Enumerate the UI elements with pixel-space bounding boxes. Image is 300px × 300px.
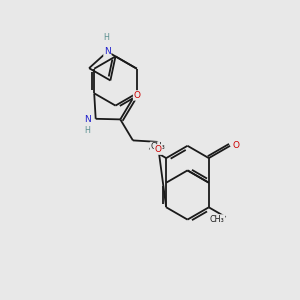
- Text: N: N: [84, 115, 91, 124]
- Text: N: N: [104, 47, 111, 56]
- Text: H: H: [84, 126, 90, 135]
- Text: O: O: [134, 91, 141, 100]
- Text: H: H: [103, 33, 109, 42]
- Text: O: O: [232, 141, 239, 150]
- Text: O: O: [154, 145, 162, 154]
- Text: CH₃: CH₃: [210, 215, 225, 224]
- Text: CH₃: CH₃: [150, 142, 165, 151]
- Text: O: O: [154, 145, 162, 154]
